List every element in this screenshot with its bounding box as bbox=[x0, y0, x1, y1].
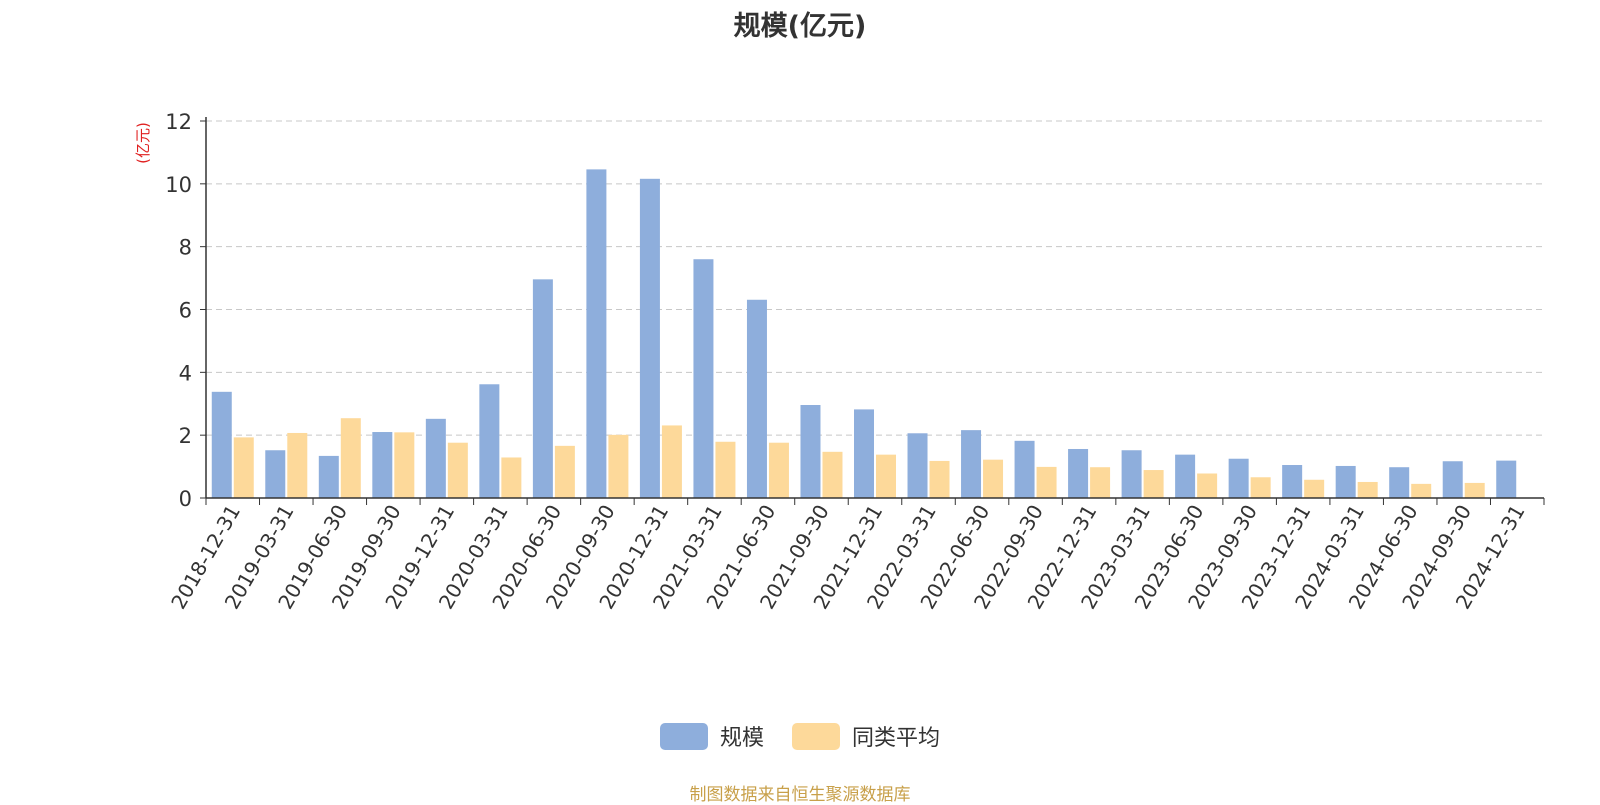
bar-peer-average[interactable] bbox=[501, 457, 522, 498]
legend-swatch-scale bbox=[659, 722, 708, 750]
bar-scale[interactable] bbox=[854, 409, 874, 498]
bar-scale[interactable] bbox=[693, 259, 714, 498]
bar-peer-average[interactable] bbox=[287, 432, 308, 498]
bar-peer-average[interactable] bbox=[1357, 481, 1378, 498]
y-tick-label: 2 bbox=[179, 424, 192, 448]
bar-scale[interactable] bbox=[1228, 458, 1249, 498]
bar-scale[interactable] bbox=[479, 384, 500, 498]
y-axis-unit-label: (亿元) bbox=[134, 122, 152, 164]
bar-scale[interactable] bbox=[532, 279, 553, 498]
bar-scale[interactable] bbox=[1121, 450, 1142, 498]
legend-swatch-peer-average bbox=[792, 722, 840, 750]
legend: 规模 同类平均 bbox=[0, 720, 1600, 752]
y-tick-label: 10 bbox=[165, 173, 192, 197]
y-tick-label: 8 bbox=[179, 236, 192, 260]
bar-peer-average[interactable] bbox=[1143, 470, 1164, 498]
bars bbox=[211, 169, 1517, 499]
bar-peer-average[interactable] bbox=[1036, 466, 1057, 498]
x-tick-labels: 2018-12-312019-03-312019-06-302019-09-30… bbox=[166, 500, 1529, 613]
bar-scale[interactable] bbox=[586, 169, 607, 499]
bar-peer-average[interactable] bbox=[876, 454, 896, 498]
y-tick-label: 0 bbox=[179, 487, 192, 511]
bar-scale[interactable] bbox=[800, 405, 821, 498]
bar-scale[interactable] bbox=[372, 432, 393, 498]
bar-peer-average[interactable] bbox=[447, 442, 468, 498]
chart-title: 规模(亿元) bbox=[733, 11, 867, 42]
bar-peer-average[interactable] bbox=[608, 434, 629, 498]
bar-peer-average[interactable] bbox=[822, 451, 843, 498]
bar-scale[interactable] bbox=[639, 178, 660, 498]
bar-peer-average[interactable] bbox=[1304, 479, 1325, 498]
bar-scale[interactable] bbox=[1442, 461, 1463, 498]
bar-peer-average[interactable] bbox=[983, 459, 1004, 498]
bar-scale[interactable] bbox=[211, 391, 232, 498]
bar-scale[interactable] bbox=[265, 450, 286, 498]
bar-scale[interactable] bbox=[1282, 465, 1303, 498]
bar-scale[interactable] bbox=[1389, 467, 1410, 498]
bar-peer-average[interactable] bbox=[394, 432, 415, 498]
y-tick-label: 6 bbox=[179, 299, 192, 323]
y-tick-labels: 0 2 4 6 8 10 12 bbox=[165, 110, 192, 511]
axes bbox=[200, 117, 1545, 505]
legend-item-peer-average[interactable]: 同类平均 bbox=[792, 720, 940, 752]
bar-peer-average[interactable] bbox=[715, 441, 736, 498]
bar-scale[interactable] bbox=[425, 418, 446, 498]
bar-peer-average[interactable] bbox=[929, 460, 950, 498]
grid-lines bbox=[206, 120, 1544, 436]
bar-peer-average[interactable] bbox=[340, 418, 361, 498]
y-tick-label: 12 bbox=[165, 110, 192, 134]
legend-label-peer-average: 同类平均 bbox=[852, 726, 941, 751]
bar-peer-average[interactable] bbox=[554, 445, 575, 498]
bar-scale[interactable] bbox=[1175, 454, 1196, 498]
bar-scale[interactable] bbox=[961, 430, 982, 498]
bar-peer-average[interactable] bbox=[1464, 482, 1485, 498]
bar-peer-average[interactable] bbox=[1090, 467, 1111, 498]
bar-scale[interactable] bbox=[1335, 465, 1356, 498]
bar-peer-average[interactable] bbox=[768, 442, 789, 498]
bar-peer-average[interactable] bbox=[1197, 473, 1218, 498]
legend-label-scale: 规模 bbox=[719, 726, 764, 751]
bar-peer-average[interactable] bbox=[661, 425, 682, 498]
bar-scale[interactable] bbox=[1014, 440, 1035, 498]
bar-peer-average[interactable] bbox=[233, 437, 254, 498]
bar-scale[interactable] bbox=[1496, 460, 1517, 498]
legend-item-scale[interactable]: 规模 bbox=[659, 720, 764, 752]
bar-scale[interactable] bbox=[318, 455, 339, 498]
bar-scale[interactable] bbox=[1068, 448, 1089, 498]
y-tick-label: 4 bbox=[179, 361, 192, 385]
bar-scale[interactable] bbox=[907, 433, 928, 498]
bar-scale[interactable] bbox=[746, 299, 767, 498]
bar-peer-average[interactable] bbox=[1250, 477, 1271, 498]
data-source-note: 制图数据来自恒生聚源数据库 bbox=[689, 785, 911, 805]
bar-peer-average[interactable] bbox=[1411, 483, 1432, 498]
